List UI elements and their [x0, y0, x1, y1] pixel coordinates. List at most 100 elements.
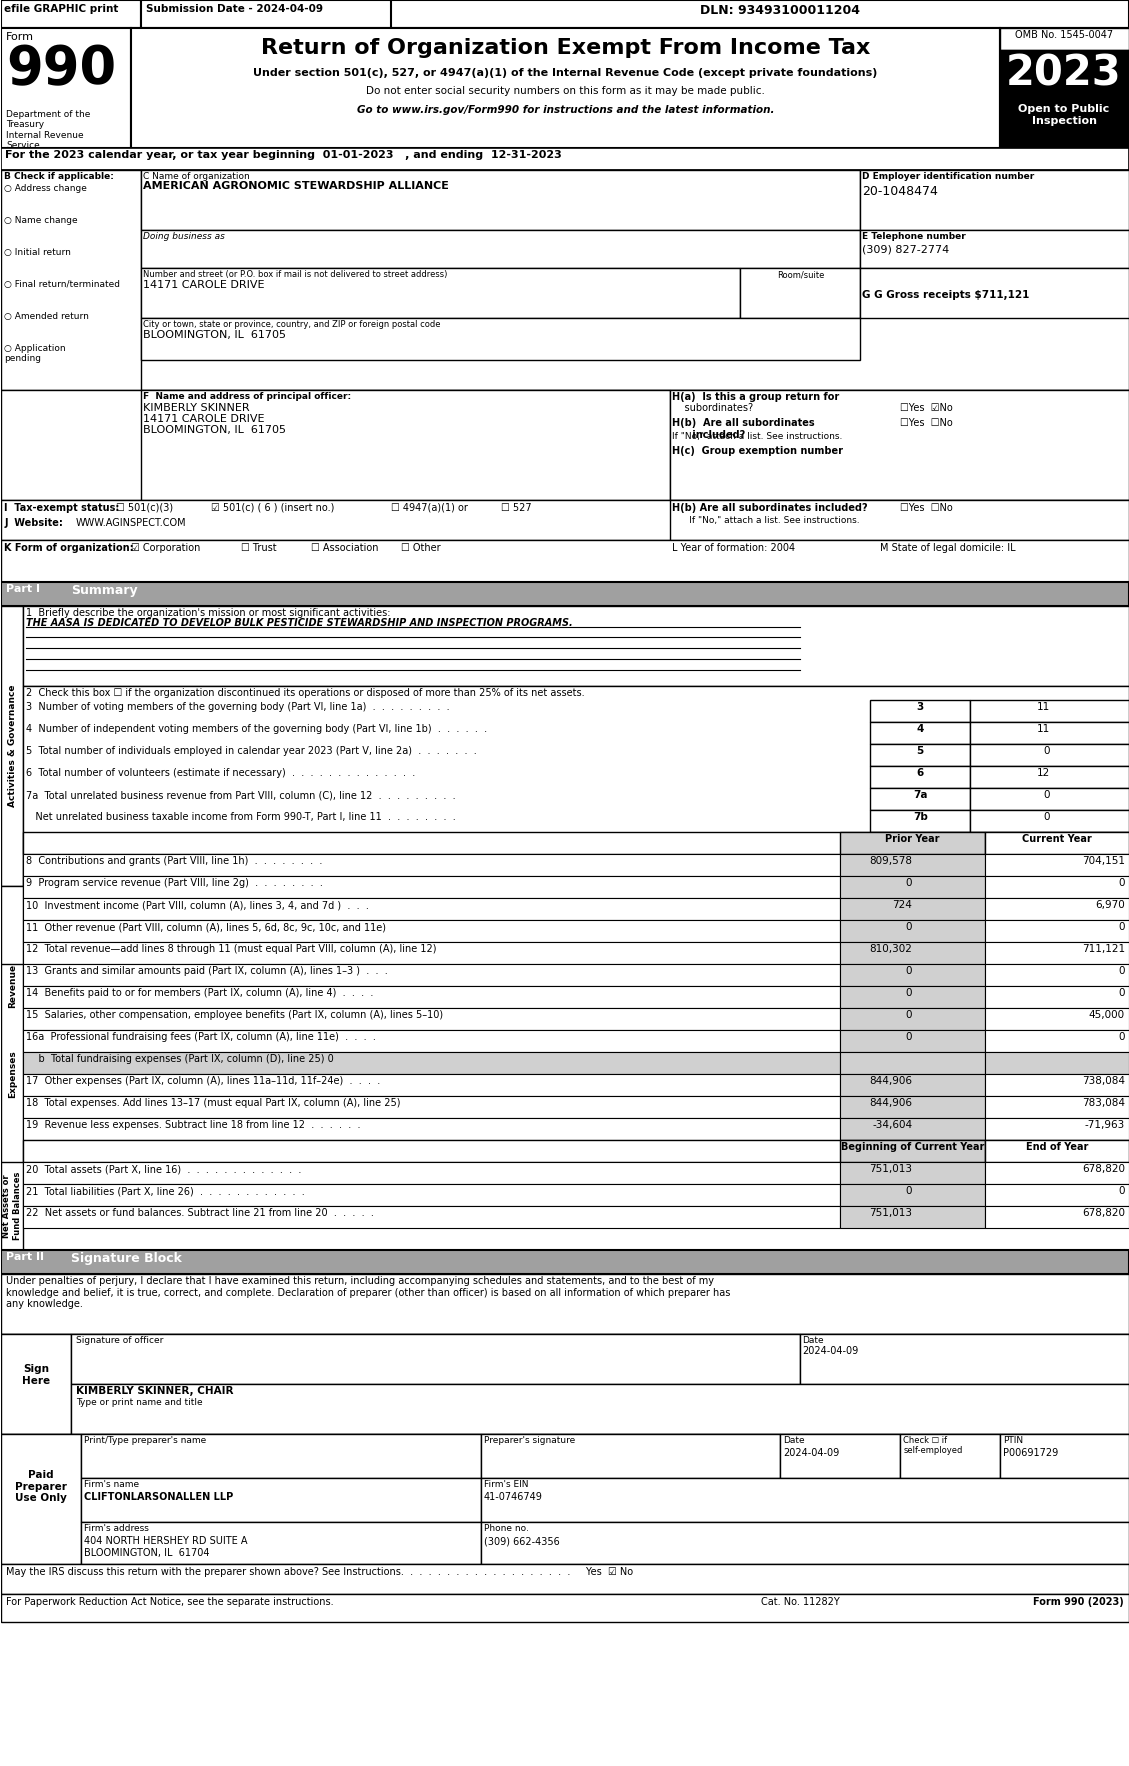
Text: 711,121: 711,121 [1082, 945, 1124, 954]
Text: Expenses: Expenses [8, 1051, 17, 1098]
Text: 2023: 2023 [1006, 51, 1122, 94]
Bar [870, 788, 970, 811]
Text: (309) 827-2774: (309) 827-2774 [863, 244, 949, 254]
Bar [24, 1097, 840, 1118]
Bar [870, 699, 970, 722]
Text: ☐Yes  ☐No: ☐Yes ☐No [900, 419, 953, 427]
Bar [1000, 49, 1129, 101]
Bar [840, 1141, 986, 1162]
Text: 0: 0 [1119, 1187, 1124, 1196]
Text: 751,013: 751,013 [869, 1208, 912, 1219]
Text: Net Assets or
Fund Balances: Net Assets or Fund Balances [2, 1173, 21, 1240]
Bar [741, 268, 860, 318]
Bar [1, 500, 1129, 540]
Bar [1, 1333, 1129, 1434]
Text: ○ Name change: ○ Name change [5, 215, 78, 224]
Text: Do not enter social security numbers on this form as it may be made public.: Do not enter social security numbers on … [366, 87, 765, 95]
Text: 0: 0 [905, 966, 912, 977]
Text: 724: 724 [892, 901, 912, 909]
Bar [671, 390, 1129, 500]
Text: BLOOMINGTON, IL  61705: BLOOMINGTON, IL 61705 [143, 330, 286, 341]
Bar [1, 887, 24, 1086]
Text: P00691729: P00691729 [1004, 1448, 1058, 1459]
Text: Current Year: Current Year [1022, 834, 1092, 844]
Bar [840, 855, 986, 876]
Text: H(c)  Group exemption number: H(c) Group exemption number [673, 447, 843, 456]
Text: Summary: Summary [71, 585, 138, 597]
Bar [970, 699, 1129, 722]
Bar [24, 941, 840, 964]
Text: 844,906: 844,906 [869, 1075, 912, 1086]
Text: 0: 0 [905, 1187, 912, 1196]
Bar [840, 964, 986, 985]
Bar [986, 1206, 1129, 1227]
Bar [840, 1206, 986, 1227]
Bar [1000, 101, 1129, 148]
Bar [860, 170, 1129, 230]
Text: 0: 0 [905, 1031, 912, 1042]
Bar [671, 500, 1129, 540]
Text: 20-1048474: 20-1048474 [863, 185, 938, 198]
Text: 0: 0 [905, 922, 912, 932]
Text: 6,970: 6,970 [1095, 901, 1124, 909]
Text: Part II: Part II [6, 1252, 44, 1263]
Bar [481, 1434, 780, 1478]
Text: 16a  Professional fundraising fees (Part IX, column (A), line 11e)  .  .  .  .: 16a Professional fundraising fees (Part … [26, 1031, 376, 1042]
Bar [986, 985, 1129, 1008]
Text: Net unrelated business taxable income from Form 990-T, Part I, line 11  .  .  . : Net unrelated business taxable income fr… [26, 812, 456, 821]
Text: PTIN: PTIN [1004, 1436, 1023, 1445]
Text: 7a: 7a [913, 789, 927, 800]
Bar [1, 0, 1129, 28]
Text: Print/Type preparer's name: Print/Type preparer's name [84, 1436, 207, 1445]
Text: 17  Other expenses (Part IX, column (A), lines 11a–11d, 11f–24e)  .  .  .  .: 17 Other expenses (Part IX, column (A), … [26, 1075, 380, 1086]
Bar [131, 28, 1000, 148]
Text: B Check if applicable:: B Check if applicable: [5, 171, 114, 180]
Bar [481, 1522, 1129, 1565]
Bar [840, 1030, 986, 1053]
Bar [81, 1522, 481, 1565]
Text: Date: Date [803, 1337, 824, 1346]
Bar [840, 897, 986, 920]
Bar [1, 964, 24, 1183]
Bar [24, 1030, 840, 1053]
Bar [1, 1250, 1129, 1273]
Text: H(b) Are all subordinates included?: H(b) Are all subordinates included? [673, 503, 868, 512]
Bar [780, 1434, 900, 1478]
Text: 14171 CAROLE DRIVE: 14171 CAROLE DRIVE [143, 413, 264, 424]
Bar [141, 0, 391, 28]
Text: 11  Other revenue (Part VIII, column (A), lines 5, 6d, 8c, 9c, 10c, and 11e): 11 Other revenue (Part VIII, column (A),… [26, 922, 386, 932]
Text: OMB No. 1545-0047: OMB No. 1545-0047 [1015, 30, 1113, 41]
Text: Firm's EIN: Firm's EIN [483, 1480, 528, 1489]
Text: 12: 12 [1036, 768, 1050, 779]
Bar [24, 897, 840, 920]
Text: ☐Yes  ☐No: ☐Yes ☐No [900, 503, 953, 512]
Bar [24, 920, 840, 941]
Text: ☐ Other: ☐ Other [401, 542, 440, 553]
Bar [481, 1478, 1129, 1522]
Text: 7a  Total unrelated business revenue from Part VIII, column (C), line 12  .  .  : 7a Total unrelated business revenue from… [26, 789, 456, 800]
Text: City or town, state or province, country, and ZIP or foreign postal code: City or town, state or province, country… [143, 320, 440, 328]
Bar [1, 1434, 1129, 1565]
Text: 0: 0 [1119, 878, 1124, 888]
Text: Doing business as: Doing business as [143, 231, 225, 240]
Bar [840, 941, 986, 964]
Bar [24, 685, 1129, 887]
Bar [840, 1162, 986, 1183]
Bar [1000, 28, 1129, 148]
Text: Firm's address: Firm's address [84, 1524, 149, 1533]
Bar [1, 0, 141, 28]
Text: Signature of officer: Signature of officer [76, 1337, 164, 1346]
Text: 4: 4 [917, 724, 924, 735]
Text: -71,963: -71,963 [1085, 1120, 1124, 1130]
Text: ○ Address change: ○ Address change [5, 184, 87, 192]
Text: K Form of organization:: K Form of organization: [5, 542, 134, 553]
Text: If "No," attach a list. See instructions.: If "No," attach a list. See instructions… [673, 516, 860, 525]
Bar [970, 788, 1129, 811]
Bar [986, 876, 1129, 897]
Bar [1, 1333, 71, 1434]
Text: ○ Amended return: ○ Amended return [5, 313, 89, 321]
Bar [1, 28, 131, 148]
Text: Firm's name: Firm's name [84, 1480, 139, 1489]
Text: 7b: 7b [912, 812, 928, 821]
Bar [81, 1434, 481, 1478]
